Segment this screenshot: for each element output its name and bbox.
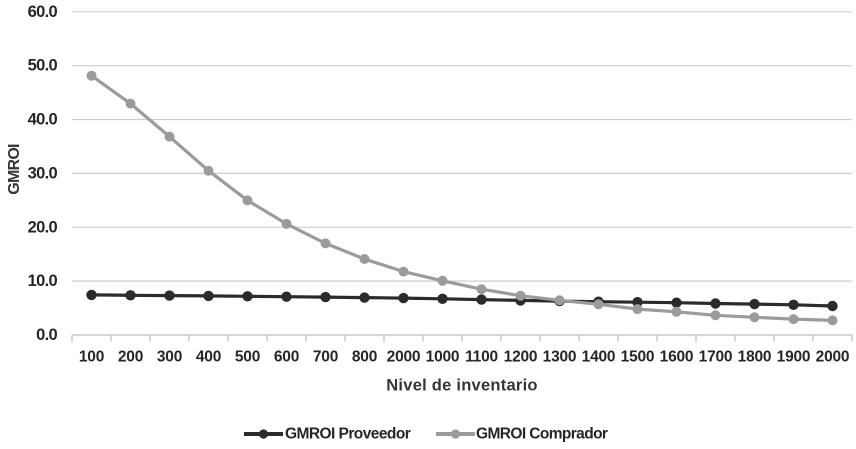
- svg-text:10.0: 10.0: [28, 272, 58, 290]
- svg-text:30.0: 30.0: [28, 164, 58, 182]
- svg-text:200: 200: [118, 349, 143, 366]
- svg-text:0.0: 0.0: [36, 326, 57, 344]
- svg-text:GMROI Comprador: GMROI Comprador: [476, 426, 608, 443]
- svg-text:1200: 1200: [504, 349, 538, 366]
- svg-text:500: 500: [235, 349, 260, 366]
- svg-text:600: 600: [274, 349, 299, 366]
- svg-text:1700: 1700: [699, 349, 733, 366]
- svg-text:400: 400: [196, 349, 221, 366]
- svg-text:700: 700: [313, 349, 338, 366]
- svg-text:50.0: 50.0: [28, 57, 58, 75]
- svg-text:40.0: 40.0: [28, 111, 58, 129]
- svg-text:60.0: 60.0: [28, 3, 58, 21]
- svg-text:1300: 1300: [543, 349, 577, 366]
- svg-text:800: 800: [352, 349, 377, 366]
- svg-text:GMROI Proveedor: GMROI Proveedor: [285, 426, 411, 443]
- svg-text:300: 300: [157, 349, 182, 366]
- svg-text:Nivel de inventario: Nivel de inventario: [386, 377, 537, 395]
- svg-text:1100: 1100: [465, 349, 498, 366]
- svg-text:100: 100: [79, 349, 104, 366]
- svg-text:GMROI: GMROI: [6, 144, 23, 195]
- svg-text:1800: 1800: [738, 349, 772, 366]
- svg-text:2000: 2000: [387, 349, 421, 366]
- svg-text:20.0: 20.0: [28, 218, 58, 236]
- svg-text:1000: 1000: [426, 349, 460, 366]
- svg-text:1400: 1400: [582, 349, 616, 366]
- svg-text:2000: 2000: [816, 349, 850, 366]
- svg-text:1500: 1500: [621, 349, 655, 366]
- svg-text:1900: 1900: [777, 349, 811, 366]
- svg-text:1600: 1600: [660, 349, 694, 366]
